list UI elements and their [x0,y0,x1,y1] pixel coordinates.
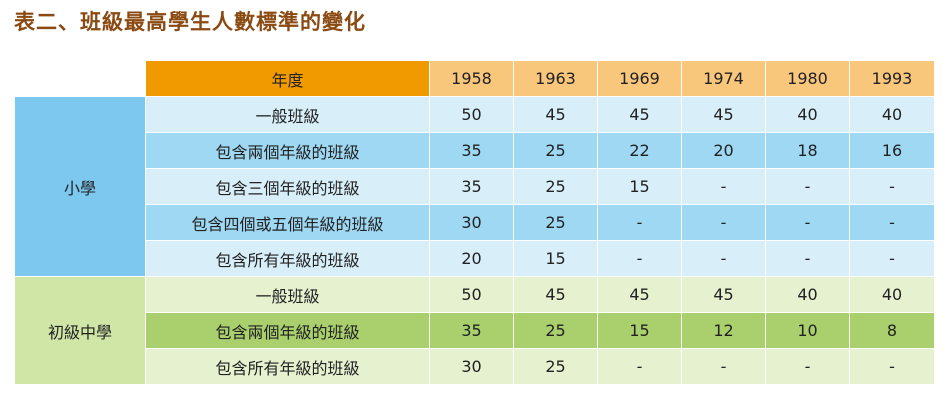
value-cell: 25 [513,168,598,205]
year-header: 1963 [513,60,598,97]
value-cell: 40 [849,276,935,313]
value-cell: 25 [513,312,598,349]
header-corner [14,60,146,97]
row-label: 一般班級 [145,276,430,313]
table-row: 包含所有年級的班級 30 25 - - - - [15,348,935,385]
group-label-primary: 小學 [14,96,146,277]
row-label: 包含四個或五個年級的班級 [145,204,430,241]
value-cell: 25 [513,348,598,385]
value-cell: - [597,348,682,385]
value-cell: - [765,168,850,205]
row-label: 一般班級 [145,96,430,133]
value-cell: 35 [429,132,514,169]
class-size-table: 年度 1958 1963 1969 1974 1980 1993 小學 一般班級… [14,60,935,385]
row-label: 包含兩個年級的班級 [145,132,430,169]
year-header: 1993 [849,60,935,97]
group-label-junior-secondary: 初級中學 [14,276,146,385]
value-cell: 25 [513,204,598,241]
value-cell: - [765,240,850,277]
value-cell: 20 [429,240,514,277]
value-cell: - [597,204,682,241]
value-cell: - [849,168,935,205]
row-label: 包含所有年級的班級 [145,348,430,385]
table-row: 包含四個或五個年級的班級 30 25 - - - - [15,204,935,241]
table-row: 包含所有年級的班級 20 15 - - - - [15,240,935,277]
value-cell: 15 [513,240,598,277]
header-row: 年度 1958 1963 1969 1974 1980 1993 [14,60,935,97]
table-row: 包含兩個年級的班級 35 25 22 20 18 16 [15,132,935,169]
value-cell: 20 [681,132,766,169]
value-cell: 45 [597,276,682,313]
value-cell: 45 [597,96,682,133]
value-cell: 25 [513,132,598,169]
value-cell: 50 [429,96,514,133]
table-title: 表二、班級最高學生人數標準的變化 [14,10,366,34]
value-cell: - [765,204,850,241]
year-header: 1958 [429,60,514,97]
value-cell: - [849,348,935,385]
row-label: 包含所有年級的班級 [145,240,430,277]
value-cell: 16 [849,132,935,169]
year-header: 1980 [765,60,850,97]
year-header: 1969 [597,60,682,97]
year-header: 1974 [681,60,766,97]
value-cell: 45 [513,276,598,313]
header-year-label: 年度 [145,60,430,97]
value-cell: - [681,168,766,205]
value-cell: 40 [765,96,850,133]
value-cell: 45 [681,276,766,313]
value-cell: 8 [849,312,935,349]
value-cell: - [597,240,682,277]
table-row: 包含三個年級的班級 35 25 15 - - - [15,168,935,205]
row-label: 包含三個年級的班級 [145,168,430,205]
table-row: 小學 一般班級 50 45 45 45 40 40 [14,96,935,277]
value-cell: - [681,240,766,277]
value-cell: - [681,204,766,241]
value-cell: 30 [429,204,514,241]
value-cell: 40 [765,276,850,313]
value-cell: - [765,348,850,385]
value-cell: 35 [429,168,514,205]
value-cell: 30 [429,348,514,385]
table-row: 初級中學 一般班級 50 45 45 45 40 40 [14,276,935,385]
value-cell: 18 [765,132,850,169]
value-cell: 10 [765,312,850,349]
value-cell: - [849,204,935,241]
value-cell: 45 [681,96,766,133]
value-cell: 45 [513,96,598,133]
value-cell: 12 [681,312,766,349]
value-cell: - [681,348,766,385]
row-label: 包含兩個年級的班級 [145,312,430,349]
value-cell: 15 [597,168,682,205]
value-cell: - [849,240,935,277]
value-cell: 40 [849,96,935,133]
value-cell: 35 [429,312,514,349]
value-cell: 15 [597,312,682,349]
table-row: 包含兩個年級的班級 35 25 15 12 10 8 [15,312,935,349]
value-cell: 22 [597,132,682,169]
value-cell: 50 [429,276,514,313]
